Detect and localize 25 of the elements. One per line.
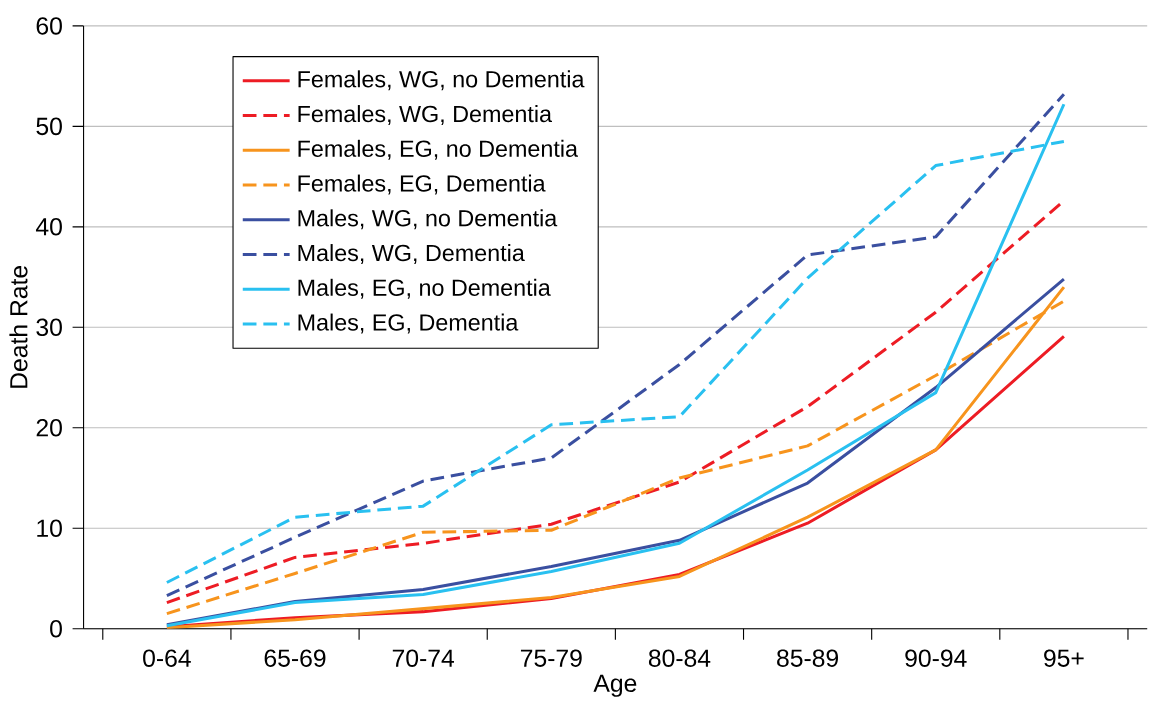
x-tick-label: 65-69 <box>264 649 326 668</box>
legend-label: Males, EG, Dementia <box>298 313 519 334</box>
legend-label: Females, EG, Dementia <box>298 174 546 195</box>
y-tick-label: 30 <box>36 318 62 337</box>
x-axis-title: Age <box>593 674 637 698</box>
x-tick-label: 75-79 <box>520 649 582 668</box>
legend-label: Females, WG, no Dementia <box>298 70 585 91</box>
y-tick-label: 10 <box>37 519 62 538</box>
legend-label: Females, EG, no Dementia <box>298 139 578 160</box>
y-axis-title: Death Rate <box>9 266 28 388</box>
y-tick-label: 20 <box>36 419 62 437</box>
y-tick-label: 50 <box>36 117 62 136</box>
x-tick-label: 0-64 <box>143 649 191 668</box>
y-tick-label: 0 <box>50 620 62 638</box>
x-tick-label: 85-89 <box>777 649 839 668</box>
x-tick-label: 70-74 <box>392 649 454 668</box>
y-tick-label: 60 <box>36 17 62 35</box>
x-tick-label: 80-84 <box>648 649 711 668</box>
legend-label: Males, WG, no Dementia <box>298 209 558 230</box>
x-tick-label: 90-94 <box>905 649 967 668</box>
y-tick-label: 40 <box>35 218 62 236</box>
legend-label: Females, WG, Dementia <box>298 105 553 126</box>
legend-label: Males, EG, no Dementia <box>298 278 551 299</box>
x-tick-label: 95+ <box>1044 649 1084 668</box>
legend-label: Males, WG, Dementia <box>298 244 525 265</box>
